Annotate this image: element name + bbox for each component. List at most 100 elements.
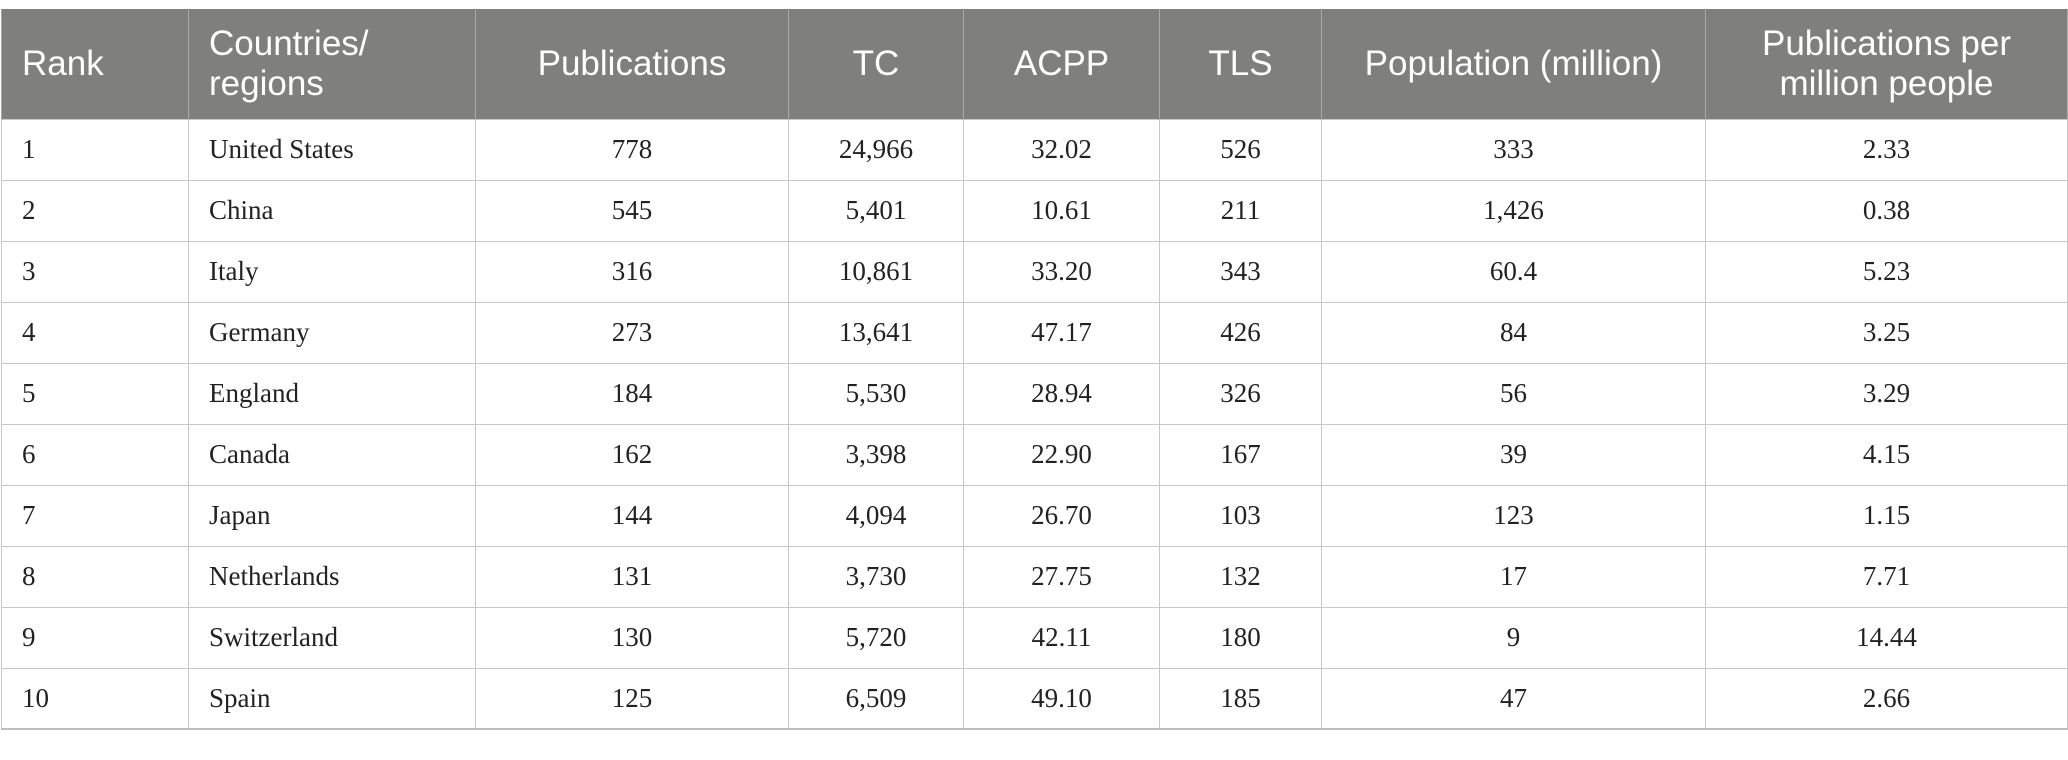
cell-rank: 5 bbox=[1, 362, 189, 425]
cell-acpp: 26.70 bbox=[963, 484, 1160, 547]
cell-rank: 4 bbox=[1, 301, 189, 364]
cell-country: United States bbox=[188, 118, 476, 181]
cell-rank: 1 bbox=[1, 118, 189, 181]
cell-publications-per-million: 3.29 bbox=[1705, 362, 2068, 425]
cell-acpp: 10.61 bbox=[963, 179, 1160, 242]
cell-tc: 5,401 bbox=[788, 179, 964, 242]
header-countries-regions: Countries/ regions bbox=[188, 9, 476, 119]
cell-tls: 180 bbox=[1159, 606, 1322, 669]
cell-publications: 545 bbox=[475, 179, 789, 242]
countries-publications-table: Rank Countries/ regions Publications TC … bbox=[1, 9, 2068, 730]
cell-tls: 211 bbox=[1159, 179, 1322, 242]
cell-rank: 9 bbox=[1, 606, 189, 669]
cell-publications: 130 bbox=[475, 606, 789, 669]
table-container: Rank Countries/ regions Publications TC … bbox=[0, 9, 2068, 760]
cell-population: 47 bbox=[1321, 667, 1706, 730]
cell-country: Switzerland bbox=[188, 606, 476, 669]
cell-publications: 144 bbox=[475, 484, 789, 547]
cell-tc: 5,530 bbox=[788, 362, 964, 425]
cell-publications-per-million: 7.71 bbox=[1705, 545, 2068, 608]
table-row: 3 Italy 316 10,861 33.20 343 60.4 5.23 bbox=[1, 240, 2068, 303]
cell-tls: 167 bbox=[1159, 423, 1322, 486]
table-row: 9 Switzerland 130 5,720 42.11 180 9 14.44 bbox=[1, 606, 2068, 669]
header-population: Population (million) bbox=[1321, 9, 1706, 119]
cell-acpp: 27.75 bbox=[963, 545, 1160, 608]
cell-acpp: 47.17 bbox=[963, 301, 1160, 364]
cell-rank: 10 bbox=[1, 667, 189, 730]
table-row: 8 Netherlands 131 3,730 27.75 132 17 7.71 bbox=[1, 545, 2068, 608]
cell-rank: 8 bbox=[1, 545, 189, 608]
table-body: 1 United States 778 24,966 32.02 526 333 2.33 2 C… bbox=[1, 118, 2068, 730]
cell-population: 39 bbox=[1321, 423, 1706, 486]
cell-country: Netherlands bbox=[188, 545, 476, 608]
cell-tc: 6,509 bbox=[788, 667, 964, 730]
cell-rank: 7 bbox=[1, 484, 189, 547]
cell-tls: 326 bbox=[1159, 362, 1322, 425]
cell-publications-per-million: 5.23 bbox=[1705, 240, 2068, 303]
cell-tls: 185 bbox=[1159, 667, 1322, 730]
table-row: 5 England 184 5,530 28.94 326 56 3.29 bbox=[1, 362, 2068, 425]
header-tc: TC bbox=[788, 9, 964, 119]
cell-tls: 132 bbox=[1159, 545, 1322, 608]
cell-tc: 3,730 bbox=[788, 545, 964, 608]
header-publications-per-million: Publications per million people bbox=[1705, 9, 2068, 119]
header-tls: TLS bbox=[1159, 9, 1322, 119]
cell-country: Spain bbox=[188, 667, 476, 730]
table-row: 7 Japan 144 4,094 26.70 103 123 1.15 bbox=[1, 484, 2068, 547]
cell-publications: 162 bbox=[475, 423, 789, 486]
cell-population: 56 bbox=[1321, 362, 1706, 425]
cell-population: 60.4 bbox=[1321, 240, 1706, 303]
cell-acpp: 42.11 bbox=[963, 606, 1160, 669]
header-rank: Rank bbox=[1, 9, 189, 119]
cell-publications-per-million: 2.33 bbox=[1705, 118, 2068, 181]
cell-population: 17 bbox=[1321, 545, 1706, 608]
cell-acpp: 22.90 bbox=[963, 423, 1160, 486]
cell-acpp: 32.02 bbox=[963, 118, 1160, 181]
table-header: Rank Countries/ regions Publications TC … bbox=[1, 9, 2068, 119]
table-row: 1 United States 778 24,966 32.02 526 333 2.33 bbox=[1, 118, 2068, 181]
cell-population: 123 bbox=[1321, 484, 1706, 547]
cell-country: Italy bbox=[188, 240, 476, 303]
cell-publications-per-million: 14.44 bbox=[1705, 606, 2068, 669]
cell-country: Canada bbox=[188, 423, 476, 486]
cell-population: 9 bbox=[1321, 606, 1706, 669]
cell-tc: 3,398 bbox=[788, 423, 964, 486]
cell-tc: 24,966 bbox=[788, 118, 964, 181]
cell-publications-per-million: 0.38 bbox=[1705, 179, 2068, 242]
cell-acpp: 28.94 bbox=[963, 362, 1160, 425]
cell-publications-per-million: 1.15 bbox=[1705, 484, 2068, 547]
cell-country: China bbox=[188, 179, 476, 242]
cell-publications: 184 bbox=[475, 362, 789, 425]
header-acpp: ACPP bbox=[963, 9, 1160, 119]
cell-publications-per-million: 3.25 bbox=[1705, 301, 2068, 364]
table-row: 2 China 545 5,401 10.61 211 1,426 0.38 bbox=[1, 179, 2068, 242]
cell-acpp: 33.20 bbox=[963, 240, 1160, 303]
cell-acpp: 49.10 bbox=[963, 667, 1160, 730]
cell-rank: 6 bbox=[1, 423, 189, 486]
cell-tc: 4,094 bbox=[788, 484, 964, 547]
cell-country: England bbox=[188, 362, 476, 425]
cell-tc: 5,720 bbox=[788, 606, 964, 669]
cell-publications: 316 bbox=[475, 240, 789, 303]
cell-publications: 778 bbox=[475, 118, 789, 181]
header-row: Rank Countries/ regions Publications TC … bbox=[1, 9, 2068, 119]
cell-publications: 131 bbox=[475, 545, 789, 608]
cell-tls: 343 bbox=[1159, 240, 1322, 303]
cell-publications: 273 bbox=[475, 301, 789, 364]
cell-tc: 10,861 bbox=[788, 240, 964, 303]
cell-country: Japan bbox=[188, 484, 476, 547]
cell-tls: 426 bbox=[1159, 301, 1322, 364]
header-publications: Publications bbox=[475, 9, 789, 119]
cell-tc: 13,641 bbox=[788, 301, 964, 364]
cell-publications-per-million: 2.66 bbox=[1705, 667, 2068, 730]
cell-rank: 2 bbox=[1, 179, 189, 242]
cell-publications: 125 bbox=[475, 667, 789, 730]
table-row: 6 Canada 162 3,398 22.90 167 39 4.15 bbox=[1, 423, 2068, 486]
cell-tls: 103 bbox=[1159, 484, 1322, 547]
table-row: 4 Germany 273 13,641 47.17 426 84 3.25 bbox=[1, 301, 2068, 364]
cell-country: Germany bbox=[188, 301, 476, 364]
cell-population: 84 bbox=[1321, 301, 1706, 364]
cell-population: 1,426 bbox=[1321, 179, 1706, 242]
cell-tls: 526 bbox=[1159, 118, 1322, 181]
cell-publications-per-million: 4.15 bbox=[1705, 423, 2068, 486]
